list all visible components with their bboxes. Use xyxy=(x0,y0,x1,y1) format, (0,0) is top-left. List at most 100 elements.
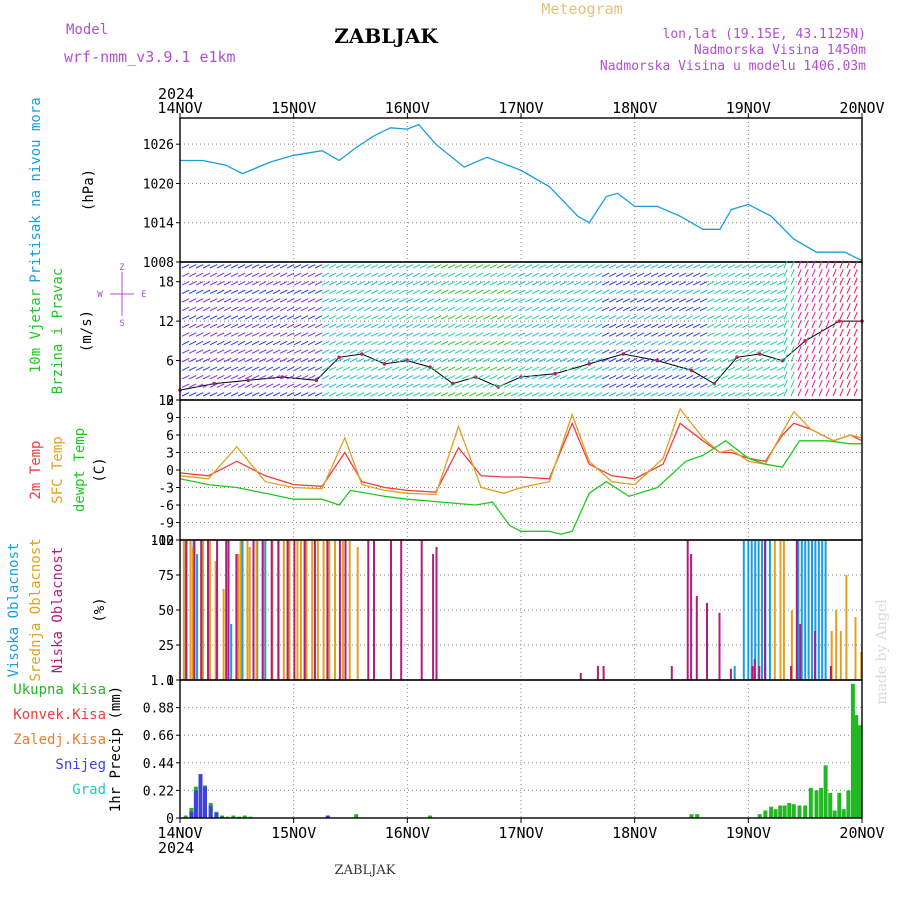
x-tick-label-bottom: 18NOV xyxy=(612,824,657,842)
bar xyxy=(196,554,199,680)
bar xyxy=(733,666,736,680)
wind-point xyxy=(735,355,739,360)
x-tick-label-bottom: 17NOV xyxy=(498,824,543,842)
bar xyxy=(242,815,247,818)
bar xyxy=(817,540,820,680)
bar xyxy=(857,725,862,818)
bar xyxy=(763,810,768,818)
bar xyxy=(747,540,750,680)
bar xyxy=(231,815,236,818)
bar xyxy=(790,666,793,680)
x-tick-label-top: 17NOV xyxy=(498,99,543,117)
y-tick-label: 0 xyxy=(166,394,174,409)
ylabel-temperature: 2m Temp SFC Temp dewpt Temp (C) xyxy=(28,428,108,512)
bar xyxy=(742,540,745,680)
bar xyxy=(241,540,244,680)
bar xyxy=(189,540,192,680)
y-tick-label: 18 xyxy=(158,276,174,291)
bar xyxy=(230,624,233,680)
bar xyxy=(832,810,837,818)
y-tick-label: 1014 xyxy=(143,217,174,232)
y-tick-label: 1008 xyxy=(143,256,174,271)
bar xyxy=(797,805,802,818)
bar xyxy=(182,540,185,680)
bar xyxy=(316,540,319,680)
bar xyxy=(305,540,308,680)
bar xyxy=(718,612,721,680)
series-line xyxy=(179,421,863,493)
bar xyxy=(729,668,732,680)
bar xyxy=(839,631,842,680)
legend-konvek-kisa: Konvek.Kisa xyxy=(13,707,106,723)
y-tick-label: -3 xyxy=(158,482,174,497)
compass-label: E xyxy=(141,290,146,300)
bar xyxy=(823,765,828,818)
model-altitude-label: Nadmorska Visina u modelu 1406.03m xyxy=(600,59,866,74)
series-pritisak-na-nivou-mora xyxy=(180,123,863,262)
bar xyxy=(400,540,403,680)
wind-point xyxy=(246,378,250,383)
wind-point xyxy=(360,352,364,356)
y-tick-label: 3 xyxy=(166,447,174,462)
y-tick-label: -6 xyxy=(158,499,174,514)
bar xyxy=(830,631,833,680)
bar xyxy=(322,540,325,680)
bar xyxy=(326,540,329,680)
legend-grad: Grad xyxy=(72,782,106,798)
bar xyxy=(757,540,760,680)
bar xyxy=(814,631,816,680)
legend-zaledj-kisa: Zaledj.Kisa xyxy=(13,732,106,748)
ylabel-sfc-temp: SFC Temp xyxy=(50,436,66,503)
bar xyxy=(214,561,217,680)
bar xyxy=(808,787,813,818)
ylabel-clouds: Visoka Oblacnost Srednja Oblacnost Niska O… xyxy=(6,538,108,681)
bar xyxy=(854,715,859,818)
model-name: wrf-nmm_v3.9.1 e1km xyxy=(64,48,236,66)
bar xyxy=(299,540,302,680)
bar xyxy=(814,790,819,818)
y-tick-label: 0 xyxy=(166,464,174,479)
bar xyxy=(328,540,331,680)
year-bottom: 2024 xyxy=(158,839,194,857)
bar xyxy=(751,666,754,680)
bar xyxy=(367,540,370,680)
ylabel-srednja-oblacnost: Srednja Oblacnost xyxy=(28,538,44,681)
footer-station: ZABLJAK xyxy=(335,863,396,878)
series-line xyxy=(180,123,863,262)
ylabel-: (%) xyxy=(92,597,108,622)
ylabel-pritisak-na-nivou-mora: Pritisak na nivou mora xyxy=(28,97,44,282)
y-tick-label: 0.44 xyxy=(143,757,174,772)
bar xyxy=(790,610,793,680)
series-dewpt-temp xyxy=(179,440,862,535)
wind-point xyxy=(314,378,319,383)
bar xyxy=(420,540,423,680)
x-tick-label-top: 16NOV xyxy=(385,99,430,117)
bar xyxy=(198,774,203,818)
bar xyxy=(773,809,778,818)
bar xyxy=(670,666,673,680)
y-tick-label: 50 xyxy=(158,604,174,619)
wind-point xyxy=(337,355,341,360)
model-label: Model xyxy=(66,22,108,38)
series-srednja-oblacnost xyxy=(182,540,863,680)
signature: made by Angel xyxy=(874,599,890,705)
ylabel-c: (C) xyxy=(92,457,108,482)
bar xyxy=(754,540,757,680)
bar xyxy=(579,673,582,680)
bar xyxy=(311,540,314,680)
bar xyxy=(303,540,306,680)
bar xyxy=(248,547,251,680)
bar xyxy=(435,547,438,680)
bar xyxy=(799,624,802,680)
bar xyxy=(695,814,700,818)
ylabel-visoka-oblacnost: Visoka Oblacnost xyxy=(6,543,22,678)
y-tick-label: 0.88 xyxy=(143,702,174,717)
y-tick-label: 0 xyxy=(166,812,174,827)
bar xyxy=(804,540,807,680)
legend-ukupna-kisa: Ukupna Kisa xyxy=(13,682,106,698)
bar xyxy=(782,540,785,680)
bar xyxy=(773,540,776,680)
panel-clouds: 0 25 50 75 100 Visoka Oblacnost Srednja Oblacn… xyxy=(6,534,863,689)
bar xyxy=(255,540,258,680)
bar xyxy=(758,666,761,680)
